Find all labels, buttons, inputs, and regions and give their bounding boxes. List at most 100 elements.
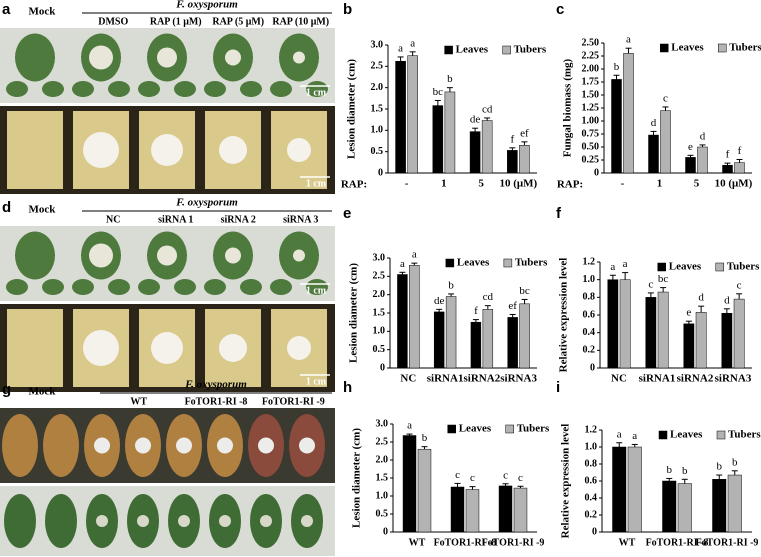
error-bar	[397, 56, 404, 62]
significance-letter: e	[688, 141, 693, 153]
error-bar	[436, 308, 443, 312]
significance-letter: b	[667, 464, 673, 476]
error-bar	[448, 293, 455, 297]
y-tick-label: 0.75	[582, 128, 600, 139]
significance-letter: cd	[483, 291, 494, 303]
y-tick-label: 0	[378, 167, 383, 178]
error-bar	[687, 154, 694, 158]
treatment-label: siRNA 2	[221, 214, 256, 225]
error-bar	[399, 271, 406, 275]
error-bar	[723, 308, 730, 314]
error-bar	[484, 117, 491, 121]
lesion	[293, 249, 305, 262]
treatment-label: siRNA 3	[283, 214, 318, 225]
significance-letter: bc	[433, 86, 444, 98]
significance-letter: d	[651, 117, 657, 129]
y-tick-label: 0.25	[582, 154, 600, 165]
leaflet	[72, 279, 94, 295]
bar	[662, 480, 677, 533]
bar	[507, 150, 518, 174]
panel-letter: h	[343, 379, 352, 396]
x-tick-label: 5	[694, 178, 700, 190]
panel-letter: a	[2, 1, 11, 18]
error-bar	[521, 141, 528, 146]
x-tick-label: WT	[619, 537, 636, 548]
significance-letter: b	[422, 432, 428, 444]
lesion	[260, 515, 272, 527]
y-axis-label: Lesion diameter (cm)	[351, 428, 363, 528]
tuber	[43, 414, 79, 477]
y-tick-label: 0.8	[585, 458, 598, 469]
significance-letter: b	[732, 456, 738, 468]
x-tick-label: -	[621, 178, 625, 190]
x-tick-label: FoTOR1-RI -9	[696, 537, 759, 548]
error-bar	[472, 127, 479, 132]
leaflet	[270, 81, 292, 97]
lesion	[96, 515, 108, 527]
leaflet	[174, 279, 196, 295]
significance-letter: c	[470, 472, 475, 484]
scale-label: 1 cm	[306, 178, 327, 189]
leaflet	[270, 279, 292, 295]
significance-letter: a	[400, 258, 405, 270]
bar	[519, 145, 530, 174]
significance-letter: f	[474, 305, 478, 317]
bar	[481, 120, 493, 174]
error-bar	[502, 483, 509, 486]
error-bar	[622, 272, 629, 280]
bar	[712, 479, 727, 533]
legend-label: Tubers	[517, 423, 550, 435]
scale-label: 1 cm	[306, 376, 327, 387]
significance-letter: b	[448, 279, 454, 291]
error-bar	[681, 478, 688, 484]
significance-letter: de	[434, 295, 445, 307]
significance-letter: de	[470, 114, 481, 126]
x-tick-label: NC	[400, 373, 416, 385]
y-tick-label: 2.0	[376, 454, 389, 465]
significance-letter: ef	[508, 300, 517, 312]
y-tick-label: 2.25	[582, 50, 600, 61]
leaflet	[72, 81, 94, 97]
panel-letter: g	[2, 381, 11, 398]
error-bar	[469, 486, 476, 490]
legend-label: Leaves	[669, 261, 702, 273]
error-bar	[698, 305, 705, 313]
treatment-label: siRNA 1	[158, 214, 193, 225]
treatment-label: NC	[106, 214, 120, 225]
header-label: F. oxysporum	[184, 379, 247, 391]
legend-swatch	[717, 43, 727, 53]
error-bar	[509, 147, 516, 151]
leaf	[45, 494, 77, 548]
panel-letter: e	[343, 205, 351, 222]
error-bar	[662, 106, 669, 111]
bar	[697, 146, 708, 174]
significance-letter: a	[610, 261, 615, 273]
bar	[612, 446, 627, 533]
bar	[395, 60, 406, 174]
leaflet	[138, 279, 160, 295]
y-axis-label: Lesion diameter (cm)	[348, 263, 360, 363]
x-tick-label: siRNA2	[677, 373, 714, 385]
x-tick-label: NC	[611, 373, 627, 385]
leaf	[15, 231, 55, 280]
y-tick-label: 0.4	[583, 327, 596, 338]
bar	[685, 157, 696, 174]
y-tick-label: 0	[592, 526, 597, 537]
lesion	[219, 334, 247, 362]
y-tick-label: 2.0	[373, 289, 386, 300]
lesion	[89, 243, 113, 268]
lesion	[217, 437, 233, 454]
scale-label: 1 cm	[306, 285, 327, 296]
y-tick-label: 1.0	[376, 490, 389, 501]
y-tick-label: 1.2	[583, 256, 596, 267]
significance-letter: c	[503, 469, 508, 481]
treatment-label: DMSO	[98, 16, 128, 27]
bar	[444, 91, 456, 174]
error-bar	[472, 319, 479, 323]
lesion	[135, 437, 151, 454]
significance-letter: b	[682, 465, 688, 477]
y-tick-label: 0.2	[583, 345, 596, 356]
bar	[727, 474, 742, 533]
significance-letter: c	[455, 469, 460, 481]
error-bar	[434, 99, 441, 106]
